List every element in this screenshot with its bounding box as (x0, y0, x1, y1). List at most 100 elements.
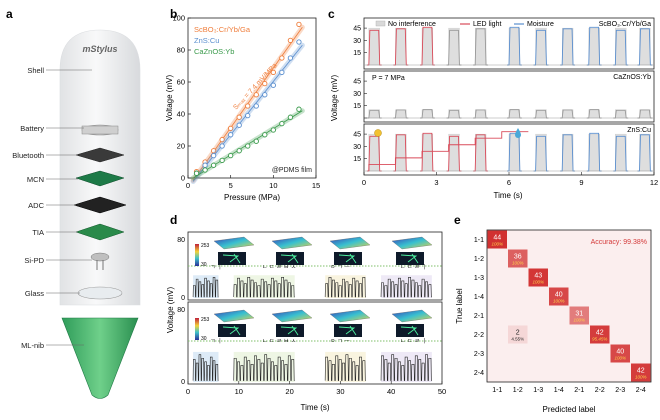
c-xtick-label: 9 (579, 178, 583, 187)
e-diag-cell-2 (528, 268, 548, 287)
panel-a-letter: a (6, 7, 13, 21)
e-diag-percent-1: 100% (512, 261, 524, 266)
b-point-1-8 (262, 92, 268, 98)
component-label-ml-nib: ML-nib (21, 341, 44, 350)
b-xtick-label: 0 (186, 181, 190, 190)
glass-disk (77, 286, 123, 300)
b-point-2-8 (262, 132, 268, 138)
d-trace-0-2 (324, 276, 366, 298)
d-trace-0-3 (380, 276, 432, 298)
d-xtick-label: 0 (186, 387, 190, 396)
d-heatmap-1-3 (391, 309, 433, 323)
e-ytick-label: 1-3 (474, 275, 484, 282)
c-pulse-bg-2-9 (615, 133, 627, 172)
d-trace-1-3 (380, 354, 432, 381)
panel-c-ticks: 15 30 45 15 30 45 15 30 45 0 3 6 9 12 (353, 26, 658, 187)
c-pulse-bg-0-0 (368, 27, 380, 66)
b-point-2-0 (193, 170, 200, 176)
b-ytick-label: 20 (177, 142, 185, 151)
d-stroke-image-1-1 (276, 324, 304, 337)
c-pulse-bg-1-2 (421, 109, 434, 119)
colorbar-max-bottom: 253 (201, 317, 210, 323)
d-stroke-label-bottom-3: ㄴ ㄷ ㄹ ㅣ (400, 338, 427, 345)
c-pulse-bg-2-6 (535, 133, 547, 172)
d-stroke-label-top-1: ㄴ ㄷ ㄹ ㅂ ㅅ (262, 265, 296, 271)
e-diag-count-3: 40 (555, 292, 563, 299)
b-point-2-5 (236, 148, 242, 154)
panel-b-axes-frame (187, 17, 317, 179)
d-stroke-label-top-2: ㅇ ㄱ ㅡ (330, 265, 350, 271)
b-point-0-7 (253, 92, 259, 98)
c-pulse-bg-1-5 (508, 109, 521, 119)
panel-c-row1-frame (363, 17, 655, 70)
component-label-si-pd: Si-PD (24, 256, 44, 265)
c-pulse-bg-2-10 (639, 133, 651, 172)
b-xtick-label: 15 (312, 181, 320, 190)
device-title: mStylus (82, 44, 117, 54)
panel-c-letter: c (328, 7, 335, 21)
c-ytick-label: 30 (353, 91, 361, 98)
b-point-1-1 (202, 162, 208, 168)
e-diag-count-1: 36 (514, 254, 522, 261)
c-pulse-bg-2-7 (562, 133, 574, 172)
b-point-1-7 (253, 103, 259, 109)
b-ytick-label: 0 (181, 174, 185, 183)
d-stroke-image-0-1 (276, 252, 304, 265)
b-point-1-6 (245, 112, 251, 119)
c-pulse-bg-1-3 (448, 109, 460, 119)
c-ytick-label: 15 (353, 103, 361, 110)
e-diag-percent-5: 95.45% (592, 337, 607, 342)
e-diag-count-7: 42 (637, 368, 645, 375)
d-ytick-top2-label: 80 (177, 307, 185, 314)
e-diag-percent-6: 100% (614, 356, 626, 361)
d-heatmap-1-0 (213, 309, 255, 323)
e-diag-count-0: 44 (493, 235, 501, 242)
b-xtick-label: 10 (269, 181, 277, 190)
e-ytick-label: 1-2 (474, 256, 484, 263)
c-pulse-bg-0-9 (615, 27, 627, 66)
colorbar-min-top: 30 (201, 262, 207, 268)
panel-d-heatmaps (213, 236, 433, 337)
b-point-0-6 (245, 103, 251, 109)
d-xtick-label: 40 (387, 387, 395, 396)
d-trace-1-2 (324, 354, 366, 381)
e-diag-cell-7 (631, 363, 651, 382)
panel-c-ylabel: Voltage (mV) (330, 75, 339, 122)
c-pulse-bg-0-10 (639, 27, 651, 66)
d-stroke-label-top-3: ㄴ ㄷ ㄹ ㅣ (400, 264, 427, 271)
c-pulse-bg-1-10 (639, 109, 651, 119)
d-stroke-path-1-3 (400, 325, 419, 336)
colorbar-bottom (195, 318, 199, 340)
component-labels: Shell Battery Bluetooth MCN ADC TIA Si-PD Glass… (12, 66, 92, 350)
b-ytick-label: 80 (177, 46, 185, 55)
b-point-2-12 (296, 106, 302, 112)
si-pd-sensor (90, 252, 110, 262)
e-diag-count-4: 31 (575, 311, 583, 318)
legend-led-light: LED light (473, 21, 501, 28)
pdms-note: @PDMS film (272, 167, 312, 174)
d-heatmap-1-2 (329, 309, 371, 323)
c-ytick-label: 15 (353, 50, 361, 57)
legend-moisture: Moisture (527, 21, 554, 28)
c-pulse-bg-1-0 (368, 109, 380, 119)
d-stroke-path-1-0 (222, 325, 241, 336)
b-point-2-9 (270, 127, 276, 133)
b-point-1-2 (210, 152, 217, 159)
b-point-1-4 (228, 132, 234, 138)
e-xtick-label: 1-4 (554, 387, 564, 394)
legend-cazno: CaZnOS:Yb (194, 47, 234, 56)
component-label-mcn: MCN (27, 175, 44, 184)
e-off-count: 2 (516, 330, 520, 337)
b-point-2-6 (245, 143, 251, 149)
e-xtick-label: 1-3 (533, 387, 543, 394)
d-ytick-zero-label: 0 (181, 295, 185, 302)
c-pulse-bg-0-8 (588, 27, 600, 66)
battery-body (81, 125, 119, 135)
c-pulse-bg-2-1 (395, 133, 407, 172)
water-drop-icon (515, 128, 521, 138)
panel-c: c 15 30 45 15 30 45 15 30 45 0 3 6 9 12 No interferen… (328, 7, 658, 200)
e-diag-cell-3 (549, 287, 569, 306)
